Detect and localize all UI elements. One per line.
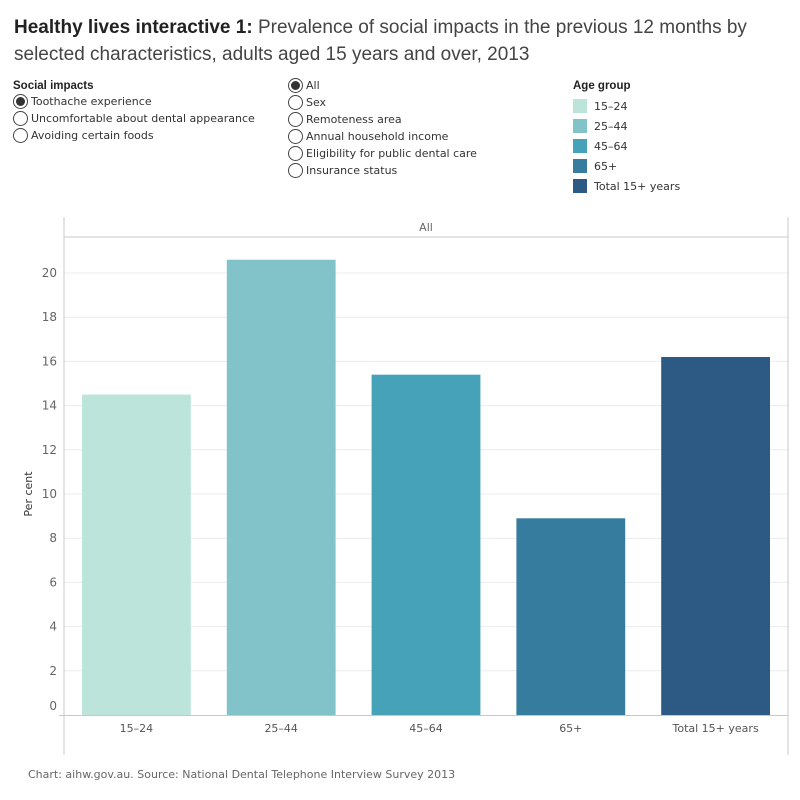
radio-sex[interactable]: Sex <box>288 94 477 111</box>
chart-title: Healthy lives interactive 1: Prevalence … <box>14 14 794 68</box>
radio-all[interactable]: All <box>288 77 477 94</box>
bar-4 <box>516 518 626 715</box>
radio-annual-household-income[interactable]: Annual household income <box>288 128 477 145</box>
legend-item[interactable]: 65+ <box>573 156 680 176</box>
x-tick-label: 45–64 <box>409 722 443 735</box>
legend-swatch <box>573 159 587 173</box>
legend-swatch <box>573 99 587 113</box>
social-impacts-filter: Social impacts Toothache experience Unco… <box>13 80 255 144</box>
legend-label: 45–64 <box>594 139 628 153</box>
radio-button-icon[interactable] <box>288 163 303 178</box>
radio-button-icon[interactable] <box>288 146 303 161</box>
legend-label: 15–24 <box>594 99 628 113</box>
legend-swatch <box>573 179 587 193</box>
x-axis-labels: 15–24 25–44 45–64 65+ Total 15+ years <box>120 722 759 735</box>
radio-label: Remoteness area <box>306 113 402 126</box>
radio-button-icon[interactable] <box>13 128 28 143</box>
y-tick-label: 12 <box>42 443 57 457</box>
radio-avoiding-certain-foods[interactable]: Avoiding certain foods <box>13 127 255 144</box>
radio-button-icon[interactable] <box>288 112 303 127</box>
bars <box>82 259 770 715</box>
panel-label: All <box>419 221 433 234</box>
bar-chart: All 0 2 4 6 8 10 12 14 16 18 20 Per cent 15–24 25–4… <box>22 217 789 755</box>
y-tick-label: 20 <box>42 266 57 280</box>
chart-frame <box>59 217 789 755</box>
y-tick-label: 18 <box>42 310 57 324</box>
legend-header: Age group <box>573 80 631 92</box>
radio-label: Insurance status <box>306 164 398 177</box>
radio-toothache-experience[interactable]: Toothache experience <box>13 93 255 110</box>
radio-label: Avoiding certain foods <box>31 129 154 142</box>
social-impacts-header: Social impacts <box>13 80 94 92</box>
radio-label: Toothache experience <box>31 95 152 108</box>
characteristics-filter: All Sex Remoteness area Annual household… <box>288 77 477 179</box>
legend-label: 25–44 <box>594 119 628 133</box>
y-tick-label: 16 <box>42 354 57 368</box>
legend-swatch <box>573 119 587 133</box>
y-tick-label: 6 <box>49 575 57 589</box>
radio-label: Annual household income <box>306 130 449 143</box>
legend-item[interactable]: 45–64 <box>573 136 680 156</box>
legend-swatch <box>573 139 587 153</box>
chart-title-bold: Healthy lives interactive 1: <box>14 17 253 38</box>
radio-button-icon[interactable] <box>13 111 28 126</box>
radio-label: Eligibility for public dental care <box>306 147 477 160</box>
legend-label: Total 15+ years <box>594 179 681 193</box>
chart-source-footer: Chart: aihw.gov.au. Source: National Den… <box>28 768 456 781</box>
radio-insurance-status[interactable]: Insurance status <box>288 162 477 179</box>
y-axis-ticks: 0 2 4 6 8 10 12 14 16 18 20 <box>42 266 57 713</box>
y-tick-label: 10 <box>42 487 57 501</box>
legend-label: 65+ <box>594 159 618 173</box>
legend: Age group 15–24 25–44 45–64 65+ Total 15… <box>573 80 680 196</box>
bar-1 <box>82 394 191 715</box>
radio-uncomfortable-dental-appearance[interactable]: Uncomfortable about dental appearance <box>13 110 255 127</box>
radio-label: Uncomfortable about dental appearance <box>31 112 255 125</box>
y-tick-label: 8 <box>49 531 57 545</box>
radio-button-icon[interactable] <box>288 129 303 144</box>
y-tick-label: 14 <box>42 399 57 413</box>
x-tick-label: 25–44 <box>264 722 298 735</box>
y-tick-label: 0 <box>49 699 57 713</box>
radio-button-icon[interactable] <box>288 95 303 110</box>
legend-item[interactable]: 25–44 <box>573 116 680 136</box>
y-tick-label: 4 <box>49 620 57 634</box>
x-tick-label: 15–24 <box>120 722 154 735</box>
bar-2 <box>226 259 336 715</box>
y-axis-title: Per cent <box>22 471 35 517</box>
radio-label: Sex <box>306 96 327 109</box>
x-tick-label: Total 15+ years <box>672 722 759 735</box>
radio-remoteness-area[interactable]: Remoteness area <box>288 111 477 128</box>
radio-label: All <box>306 79 320 92</box>
legend-item[interactable]: Total 15+ years <box>573 176 680 196</box>
y-tick-label: 2 <box>49 664 57 678</box>
radio-button-icon[interactable] <box>13 94 28 109</box>
x-tick-label: 65+ <box>559 722 582 735</box>
legend-item[interactable]: 15–24 <box>573 96 680 116</box>
bar-5 <box>661 356 770 715</box>
bar-3 <box>371 374 481 715</box>
radio-button-icon[interactable] <box>288 78 303 93</box>
radio-eligibility-public-dental-care[interactable]: Eligibility for public dental care <box>288 145 477 162</box>
chart-title-rest: Prevalence of social impacts in the prev… <box>14 17 747 65</box>
